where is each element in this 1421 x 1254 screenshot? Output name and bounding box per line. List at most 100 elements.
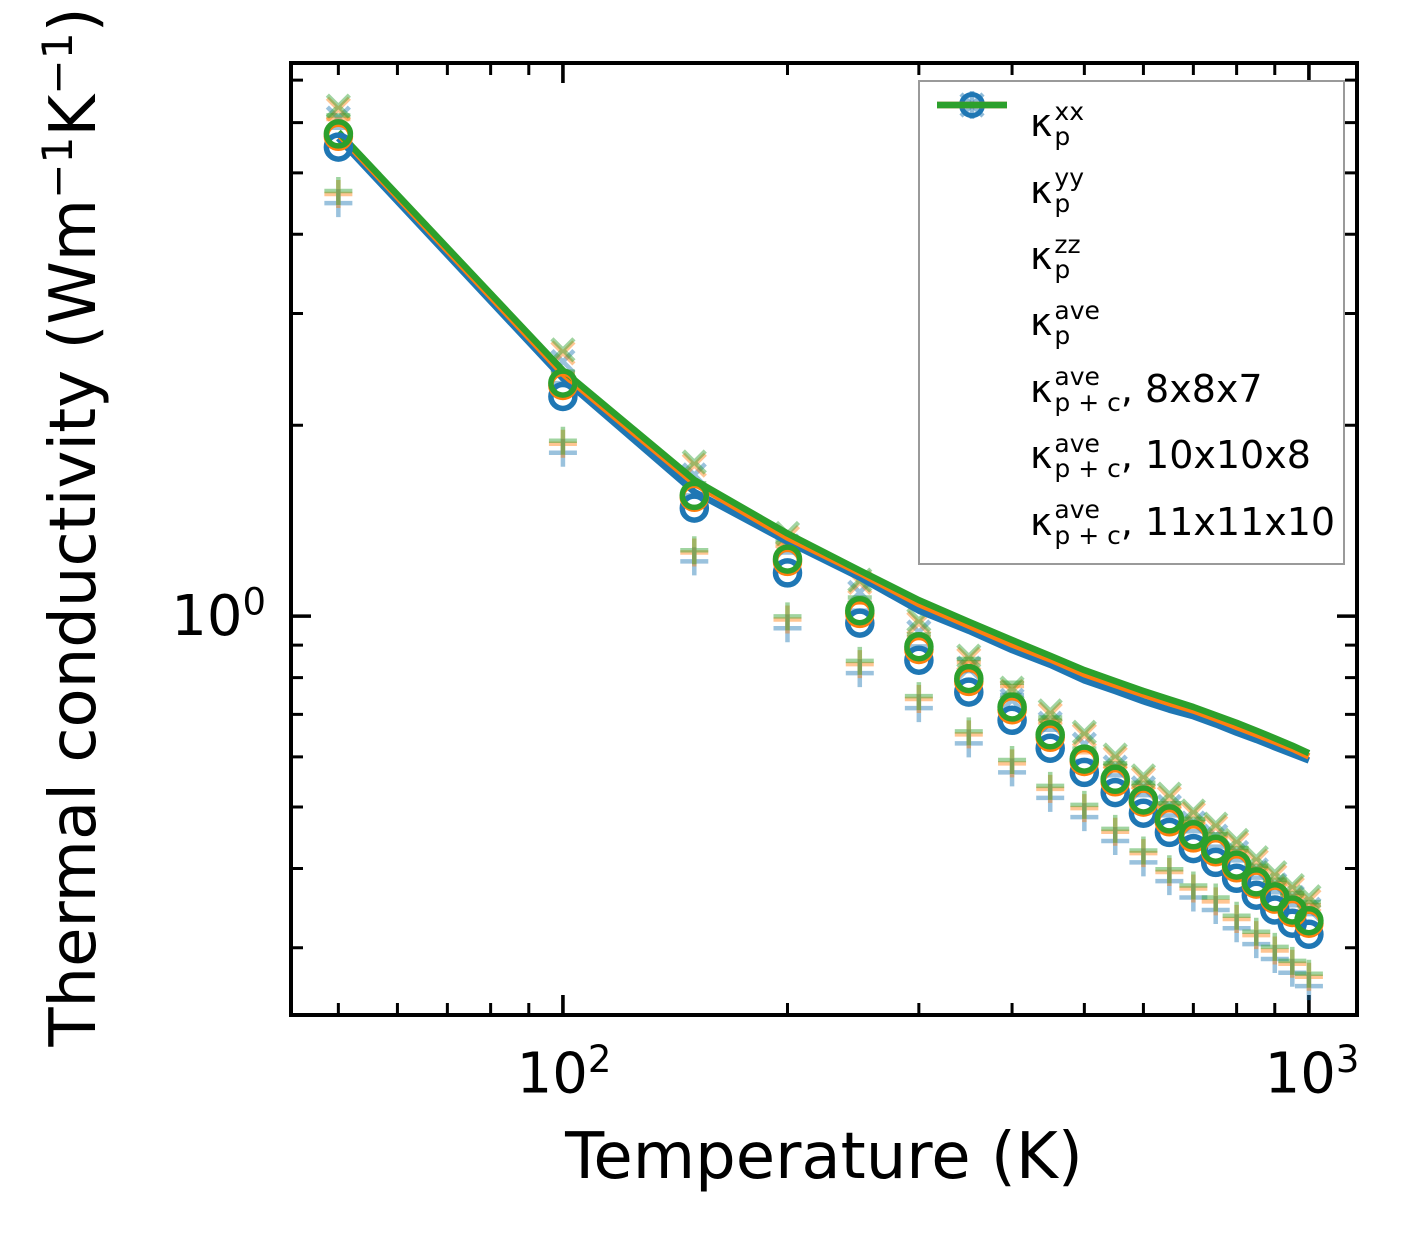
x-tick-exp: 3	[1335, 1038, 1360, 1081]
kp-yy-markers-10x10x8	[325, 96, 1322, 914]
y-tick-base: 10	[171, 583, 243, 649]
kappa-subscript: p	[1054, 321, 1071, 351]
legend-label: κ yy p	[1030, 164, 1084, 216]
kp-ave-marker-11x11x10	[1035, 720, 1065, 750]
major-ticks	[291, 63, 1357, 1015]
y-axis-label-sup1: −1	[32, 136, 82, 199]
y-axis-label-text: Thermal conductivity (Wm	[37, 198, 112, 1047]
kp-ave-marker-11x11x10	[679, 480, 710, 511]
legend-mesh-text: , 8x8x7	[1120, 366, 1263, 411]
kpc-ave-line-10x10x8	[336, 131, 1311, 760]
legend-label: κ ave p + c, 8x8x7	[1030, 363, 1263, 415]
kappa-scripts: zz p	[1054, 232, 1080, 283]
axes-spines	[289, 61, 1359, 1017]
kp-ave-marker-11x11x10	[1100, 764, 1130, 795]
kp-ave-marker-11x11x10	[997, 692, 1027, 722]
y-axis-label-mid: K	[37, 94, 112, 137]
kappa-superscript: ave	[1054, 362, 1100, 392]
y-axis-label-sup2: −1	[32, 32, 82, 95]
kp-ave-marker-11x11x10	[1069, 744, 1100, 774]
x-tick-label-100: 102	[517, 1041, 612, 1102]
kappa-scripts: ave p	[1054, 298, 1100, 349]
legend-label: κ ave p	[1030, 297, 1100, 349]
kp-ave-marker-8x8x7	[772, 558, 803, 588]
kp-ave-marker-8x8x7	[1035, 733, 1065, 763]
legend-entry-kp-yy: κ yy p	[926, 92, 1337, 222]
kappa-subscript: p + c	[1054, 387, 1121, 417]
kappa-superscript: ave	[1054, 428, 1100, 458]
kp-ave-marker-8x8x7	[1241, 880, 1272, 910]
legend-label: κ xx p	[1030, 96, 1084, 152]
kpc-ave-line-11x11x10	[336, 129, 1311, 757]
kappa-symbol: κ	[1030, 433, 1053, 478]
kappa-subscript: p	[1054, 255, 1071, 285]
kappa-symbol: κ	[1030, 300, 1053, 345]
kp-ave-marker-11x11x10	[1154, 804, 1185, 834]
legend-entry-kpc-ave-10x10x8: κ ave p + c, 10x10x8	[926, 101, 1337, 487]
kp-xx-markers-8x8x7	[324, 189, 1323, 1001]
kp-ave-marker-8x8x7	[548, 381, 578, 412]
kappa-subscript: p	[1054, 122, 1071, 152]
kp-ave-marker-8x8x7	[1100, 777, 1130, 808]
kp-ave-marker-8x8x7	[1128, 798, 1159, 828]
x-tick-exp: 2	[587, 1038, 612, 1081]
x-axis-label: Temperature (K)	[565, 1120, 1083, 1194]
kappa-superscript: yy	[1054, 163, 1084, 193]
kappa-superscript: ave	[1054, 495, 1100, 525]
kp-ave-marker-11x11x10	[1221, 850, 1252, 880]
kp-ave-marker-8x8x7	[679, 493, 710, 523]
kappa-symbol: κ	[1030, 499, 1053, 544]
kpc-ave-11x11x10-icon	[937, 101, 1007, 109]
kp-ave-marker-11x11x10	[954, 663, 984, 694]
y-axis-label-suffix: )	[37, 7, 112, 33]
kappa-superscript: ave	[1054, 295, 1100, 325]
kp-ave-marker-11x11x10	[323, 119, 354, 149]
legend-entry-kpc-ave-8x8x7: κ ave p + c, 8x8x7	[926, 101, 1337, 421]
kp-xx-markers-10x10x8	[324, 180, 1323, 991]
kp-ave-marker-11x11x10	[904, 631, 934, 662]
kappa-superscript: zz	[1054, 229, 1081, 259]
kp-ave-marker-8x8x7	[904, 645, 934, 675]
kappa-symbol: κ	[1030, 101, 1053, 146]
legend: κ xx p κ yy p κ zz p κ ave p κ ave p + c, 8x8x7 κ ave p +…	[918, 80, 1345, 565]
legend-mesh-text: , 11x11x10	[1120, 499, 1336, 544]
kp-ave-marker-11x11x10	[1241, 867, 1272, 897]
minor-ticks	[291, 63, 1357, 1015]
y-tick-exp: 0	[242, 580, 266, 624]
kpc-ave-line-8x8x7	[336, 135, 1311, 764]
kappa-scripts: ave p + c	[1054, 431, 1120, 482]
kp-xx-markers-11x11x10	[324, 177, 1323, 988]
x-tick-base: 10	[1264, 1041, 1336, 1107]
kp-ave-marker-8x8x7	[323, 132, 354, 162]
kp-ave-marker-11x11x10	[1178, 820, 1209, 850]
kappa-subscript: p + c	[1054, 454, 1121, 484]
x-tick-label-1000: 103	[1265, 1041, 1360, 1102]
kappa-subscript: p	[1054, 188, 1071, 218]
legend-entry-kp-ave: κ ave p	[926, 92, 1337, 354]
y-tick-label-1: 100	[148, 584, 266, 645]
kp-ave-marker-8x8x7	[997, 705, 1027, 736]
kp-ave-marker-11x11x10	[1294, 905, 1324, 936]
kappa-symbol: κ	[1030, 366, 1053, 411]
kp-ave-marker-8x8x7	[1069, 757, 1100, 788]
legend-label: κ zz p	[1030, 231, 1081, 283]
kp-ave-marker-8x8x7	[954, 677, 984, 707]
kappa-scripts: ave p + c	[1054, 497, 1120, 548]
legend-label: κ ave p + c, 10x10x8	[1030, 430, 1311, 482]
kappa-scripts: ave p + c	[1054, 364, 1120, 415]
kp-ave-marker-11x11x10	[548, 368, 578, 398]
legend-entry-kp-zz: κ zz p	[926, 102, 1337, 288]
kp-ave-marker-11x11x10	[1128, 785, 1159, 815]
kp-ave-marker-11x11x10	[772, 544, 803, 574]
legend-entry-kp-xx: κ xx p	[926, 91, 1337, 155]
kappa-symbol: κ	[1030, 167, 1053, 212]
kp-ave-marker-8x8x7	[845, 608, 875, 638]
legend-entry-kpc-ave-11x11x10: κ ave p + c, 11x11x10	[926, 101, 1337, 554]
kp-ave-marker-11x11x10	[845, 595, 875, 626]
kappa-scripts: yy p	[1054, 165, 1084, 216]
kappa-symbol: κ	[1030, 234, 1053, 279]
kappa-superscript: xx	[1054, 96, 1084, 126]
kp-ave-marker-11x11x10	[1200, 834, 1231, 864]
